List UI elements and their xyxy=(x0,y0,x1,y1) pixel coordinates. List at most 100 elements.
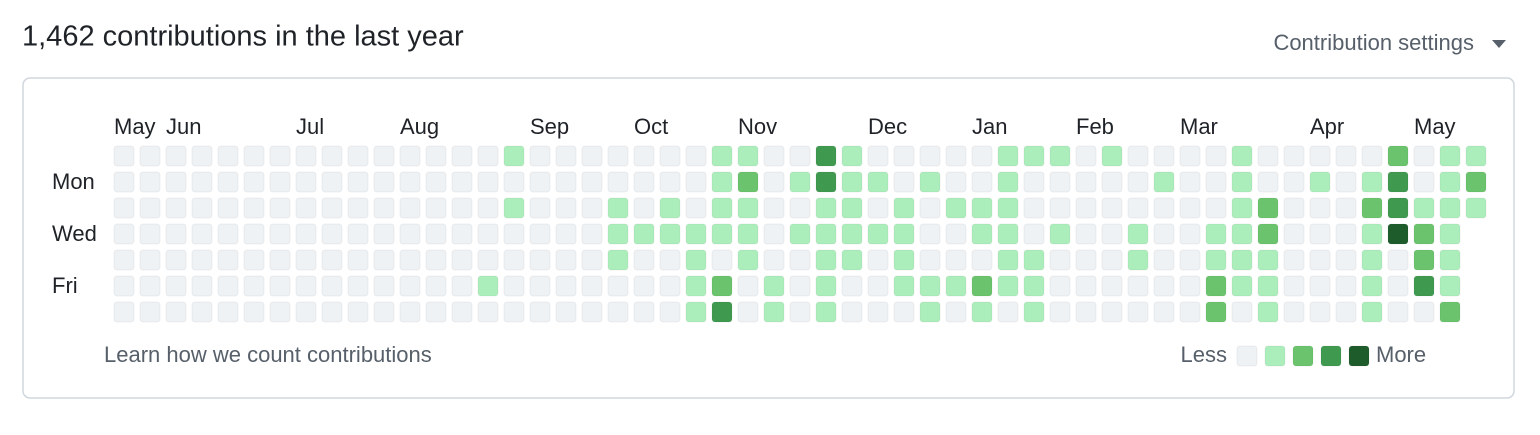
day-cell xyxy=(945,249,967,271)
day-cell xyxy=(633,145,655,167)
learn-link[interactable]: Learn how we count contributions xyxy=(104,342,432,367)
day-cell xyxy=(1023,171,1045,193)
day-cell xyxy=(1465,145,1487,167)
day-cell xyxy=(217,249,239,271)
day-label: Fri xyxy=(52,273,78,298)
day-cell xyxy=(1049,223,1071,245)
day-cell xyxy=(685,301,707,323)
day-cell xyxy=(1335,249,1357,271)
day-cell xyxy=(1023,197,1045,219)
day-cell xyxy=(139,145,161,167)
day-cell xyxy=(1361,171,1383,193)
day-cell xyxy=(477,145,499,167)
day-cell xyxy=(269,301,291,323)
day-cell xyxy=(165,171,187,193)
day-cell xyxy=(295,249,317,271)
settings-button[interactable]: Contribution settings xyxy=(1273,30,1474,55)
day-cell xyxy=(529,301,551,323)
day-cell xyxy=(789,223,811,245)
day-cell xyxy=(1257,223,1279,245)
day-cell xyxy=(607,197,629,219)
day-cell xyxy=(1075,145,1097,167)
day-cell xyxy=(659,171,681,193)
day-cell xyxy=(1049,249,1071,271)
day-cell xyxy=(191,197,213,219)
month-label: Feb xyxy=(1076,114,1114,139)
day-cell xyxy=(1283,145,1305,167)
day-cell xyxy=(399,301,421,323)
day-cell xyxy=(685,249,707,271)
day-cell xyxy=(503,249,525,271)
day-cell xyxy=(1413,171,1435,193)
day-cell xyxy=(347,275,369,297)
day-cell xyxy=(1153,275,1175,297)
day-cell xyxy=(399,275,421,297)
day-cell xyxy=(841,301,863,323)
month-label: Jun xyxy=(166,114,201,139)
month-label: May xyxy=(1414,114,1456,139)
day-cell xyxy=(113,249,135,271)
day-cell xyxy=(581,145,603,167)
day-cell xyxy=(789,249,811,271)
day-cell xyxy=(321,197,343,219)
day-cell xyxy=(867,249,889,271)
day-cell xyxy=(1309,197,1331,219)
day-cell xyxy=(503,223,525,245)
day-cell xyxy=(997,145,1019,167)
day-cell xyxy=(1309,301,1331,323)
day-cell xyxy=(841,197,863,219)
day-cell xyxy=(451,301,473,323)
day-cell xyxy=(633,171,655,193)
day-cell xyxy=(867,197,889,219)
day-cell xyxy=(1127,145,1149,167)
day-cell xyxy=(1231,145,1253,167)
day-cell xyxy=(1361,197,1383,219)
day-cell xyxy=(321,171,343,193)
day-cell xyxy=(1153,171,1175,193)
day-cell xyxy=(867,301,889,323)
day-cell xyxy=(971,197,993,219)
day-cell xyxy=(555,145,577,167)
day-cell xyxy=(321,301,343,323)
day-cell xyxy=(1439,301,1461,323)
day-cell xyxy=(295,275,317,297)
day-cell xyxy=(893,197,915,219)
day-cell xyxy=(555,171,577,193)
day-cell xyxy=(945,275,967,297)
day-cell xyxy=(1101,197,1123,219)
day-cell xyxy=(1101,275,1123,297)
dropdown-caret[interactable] xyxy=(1492,40,1506,48)
day-cell xyxy=(815,223,837,245)
day-cell xyxy=(555,249,577,271)
day-cell xyxy=(971,249,993,271)
day-cell xyxy=(217,301,239,323)
day-cell xyxy=(217,275,239,297)
day-cell xyxy=(139,197,161,219)
day-cell xyxy=(1179,145,1201,167)
day-cell xyxy=(113,197,135,219)
day-cell xyxy=(659,223,681,245)
month-label: Dec xyxy=(868,114,907,139)
day-cell xyxy=(1075,301,1097,323)
day-cell xyxy=(1439,171,1461,193)
day-cell xyxy=(1439,145,1461,167)
day-cell xyxy=(165,197,187,219)
day-cell xyxy=(425,197,447,219)
day-cell xyxy=(425,249,447,271)
legend-less: Less xyxy=(1181,342,1227,367)
day-cell xyxy=(711,197,733,219)
day-cell xyxy=(477,223,499,245)
day-cell xyxy=(1101,145,1123,167)
day-cell xyxy=(893,171,915,193)
day-cell xyxy=(789,301,811,323)
day-cell xyxy=(529,275,551,297)
day-cell xyxy=(919,223,941,245)
day-cell xyxy=(269,275,291,297)
day-cell xyxy=(555,275,577,297)
day-cell xyxy=(1179,301,1201,323)
day-cell xyxy=(1205,223,1227,245)
day-cell xyxy=(607,275,629,297)
day-cell xyxy=(1439,249,1461,271)
day-cell xyxy=(737,171,759,193)
